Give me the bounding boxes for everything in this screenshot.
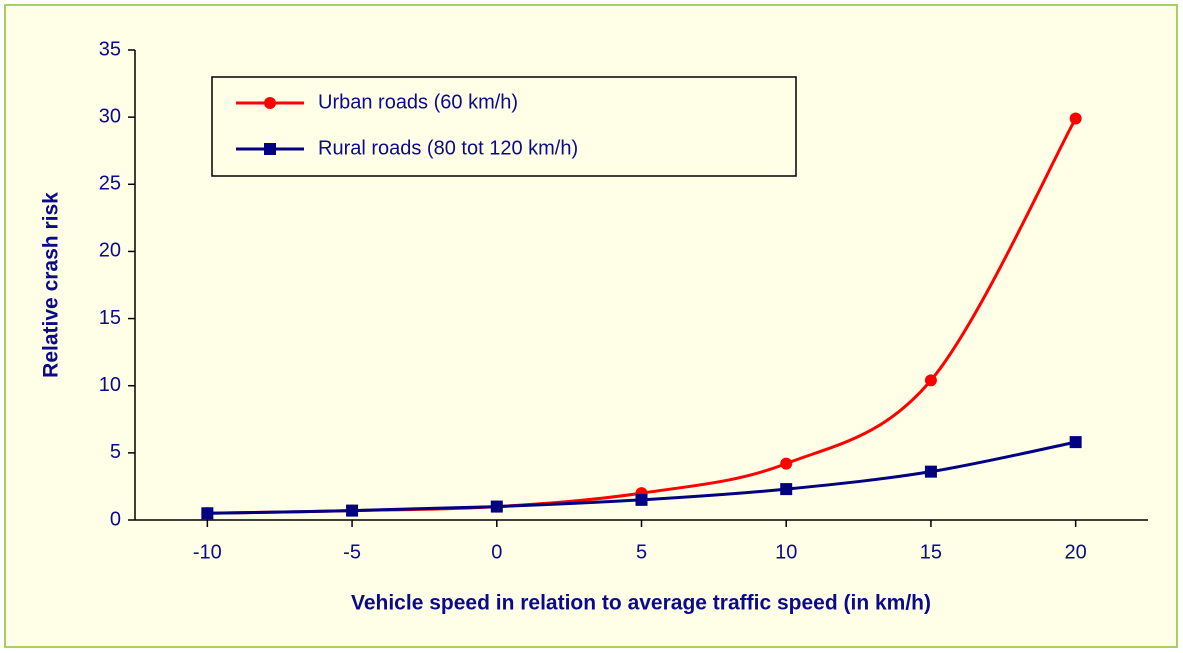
x-tick-label: 10 (775, 541, 797, 563)
legend-label: Rural roads (80 tot 120 km/h) (318, 137, 578, 159)
legend-marker (264, 143, 276, 155)
data-point (201, 507, 214, 520)
data-point (346, 504, 359, 517)
data-point (1069, 436, 1082, 449)
y-tick-label: 20 (99, 240, 121, 262)
legend-box (211, 76, 797, 177)
legend-label: Urban roads (60 km/h) (318, 91, 518, 113)
data-point (924, 374, 937, 387)
legend-marker (264, 97, 276, 109)
data-point (1069, 112, 1082, 125)
y-tick-label: 15 (99, 307, 121, 329)
x-tick-label: 20 (1065, 541, 1087, 563)
y-tick-label: 10 (99, 374, 121, 396)
x-tick-label: 15 (920, 541, 942, 563)
y-tick-label: 25 (99, 173, 121, 195)
y-tick-label: 30 (99, 105, 121, 127)
data-point (490, 500, 503, 513)
x-tick-label: -10 (193, 541, 222, 563)
y-axis-title: Relative crash risk (40, 192, 63, 378)
y-tick-label: 35 (99, 38, 121, 60)
x-tick-label: 5 (636, 541, 647, 563)
data-point (635, 493, 648, 506)
y-tick-label: 0 (110, 508, 121, 530)
data-point (780, 457, 793, 470)
y-tick-label: 5 (110, 441, 121, 463)
x-tick-label: 0 (491, 541, 502, 563)
x-axis-title: Vehicle speed in relation to average tra… (351, 592, 931, 615)
data-point (780, 483, 793, 496)
x-tick-label: -5 (343, 541, 361, 563)
data-point (924, 465, 937, 478)
